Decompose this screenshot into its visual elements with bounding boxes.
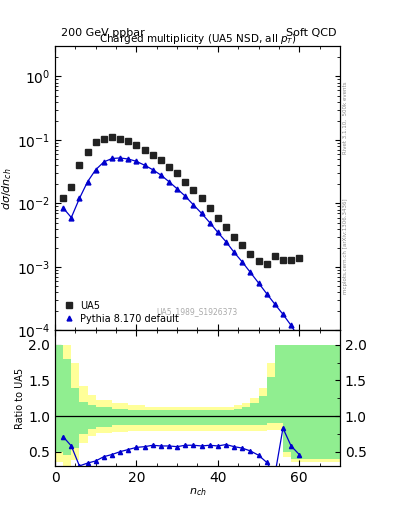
Pythia 8.170 default <box>158 172 163 178</box>
Pythia 8.170 default <box>208 220 212 226</box>
UA5 <box>61 196 66 202</box>
Line: UA5: UA5 <box>60 134 302 267</box>
UA5 <box>85 148 90 155</box>
Pythia 8.170 default <box>110 156 114 162</box>
Text: mcplots.cern.ch [arXiv:1306.3436]: mcplots.cern.ch [arXiv:1306.3436] <box>343 198 348 293</box>
Text: Soft QCD: Soft QCD <box>286 28 336 38</box>
Pythia 8.170 default <box>151 166 155 173</box>
Y-axis label: Ratio to UA5: Ratio to UA5 <box>15 368 26 429</box>
Pythia 8.170 default <box>248 269 253 275</box>
Text: 200 GeV ppbar: 200 GeV ppbar <box>61 28 145 38</box>
Pythia 8.170 default <box>232 249 237 255</box>
Pythia 8.170 default <box>175 186 180 192</box>
UA5 <box>248 251 253 257</box>
UA5 <box>208 205 212 211</box>
UA5 <box>126 138 130 144</box>
Pythia 8.170 default <box>224 239 228 245</box>
UA5 <box>77 162 82 168</box>
UA5 <box>281 257 285 263</box>
Pythia 8.170 default <box>281 311 285 317</box>
Pythia 8.170 default <box>61 205 66 211</box>
UA5 <box>224 224 228 230</box>
Pythia 8.170 default <box>199 210 204 217</box>
Pythia 8.170 default <box>191 202 196 208</box>
Pythia 8.170 default <box>85 179 90 185</box>
UA5 <box>199 196 204 202</box>
Pythia 8.170 default <box>256 280 261 286</box>
UA5 <box>69 184 73 190</box>
UA5 <box>118 136 123 142</box>
Pythia 8.170 default <box>167 179 171 185</box>
UA5 <box>151 152 155 158</box>
Text: Rivet 3.1.10,  500k events: Rivet 3.1.10, 500k events <box>343 81 348 154</box>
Pythia 8.170 default <box>264 291 269 297</box>
UA5 <box>167 163 171 169</box>
Pythia 8.170 default <box>101 159 106 165</box>
UA5 <box>232 233 237 240</box>
Pythia 8.170 default <box>272 301 277 307</box>
Pythia 8.170 default <box>240 259 244 265</box>
Pythia 8.170 default <box>297 335 301 342</box>
UA5 <box>134 142 139 148</box>
Pythia 8.170 default <box>134 158 139 164</box>
Pythia 8.170 default <box>77 196 82 202</box>
UA5 <box>94 139 98 145</box>
Legend: UA5, Pythia 8.170 default: UA5, Pythia 8.170 default <box>60 299 181 326</box>
UA5 <box>215 215 220 221</box>
Pythia 8.170 default <box>69 215 73 221</box>
Text: UA5_1989_S1926373: UA5_1989_S1926373 <box>157 307 238 316</box>
UA5 <box>158 157 163 163</box>
Pythia 8.170 default <box>215 229 220 236</box>
Pythia 8.170 default <box>118 155 123 161</box>
Pythia 8.170 default <box>313 375 318 381</box>
UA5 <box>183 179 187 185</box>
UA5 <box>272 253 277 259</box>
UA5 <box>256 258 261 264</box>
X-axis label: $n_{ch}$: $n_{ch}$ <box>189 486 206 498</box>
UA5 <box>101 136 106 142</box>
Pythia 8.170 default <box>94 166 98 173</box>
Pythia 8.170 default <box>126 156 130 162</box>
UA5 <box>240 242 244 248</box>
UA5 <box>264 261 269 267</box>
Pythia 8.170 default <box>289 323 294 329</box>
UA5 <box>142 146 147 153</box>
Pythia 8.170 default <box>305 351 310 357</box>
UA5 <box>175 170 180 176</box>
UA5 <box>297 254 301 261</box>
Title: Charged multiplicity (UA5 NSD, all $p_T$): Charged multiplicity (UA5 NSD, all $p_T$… <box>99 32 296 46</box>
UA5 <box>110 134 114 140</box>
Pythia 8.170 default <box>183 193 187 199</box>
Y-axis label: $d\sigma/dn_{ch}$: $d\sigma/dn_{ch}$ <box>0 167 14 209</box>
UA5 <box>191 187 196 194</box>
Line: Pythia 8.170 default: Pythia 8.170 default <box>61 156 318 380</box>
Pythia 8.170 default <box>142 162 147 168</box>
UA5 <box>289 257 294 263</box>
